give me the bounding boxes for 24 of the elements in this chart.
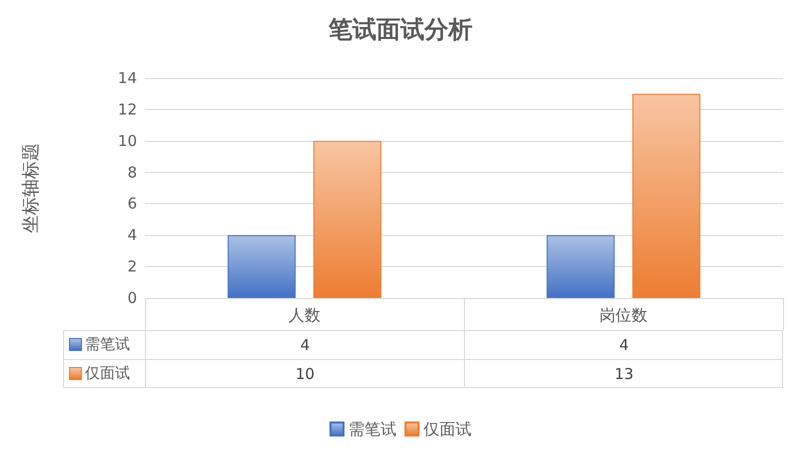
x-tick-label: 人数 <box>288 306 320 324</box>
data-label: 10 <box>145 359 464 388</box>
legend-label: 仅面试 <box>424 420 472 438</box>
y-tick-label: 10 <box>118 132 137 150</box>
chart-title: 笔试面试分析 <box>328 14 472 44</box>
bar <box>313 140 382 298</box>
text: 仅面试 <box>85 364 130 382</box>
y-tick-label: 4 <box>127 226 137 244</box>
y-tick-label: 12 <box>118 100 137 118</box>
y-tick-label: 8 <box>127 163 137 182</box>
y-tick-label: 0 <box>127 289 137 307</box>
data-label: 13 <box>464 359 783 388</box>
data-label: 4 <box>145 330 464 359</box>
bar <box>228 235 296 298</box>
y-tick-label: 2 <box>127 258 137 276</box>
y-tick-label: 14 <box>118 69 137 87</box>
y-tick-label: 6 <box>127 194 137 213</box>
bar <box>546 235 615 298</box>
legend-label: 需笔试 <box>85 335 130 354</box>
bar <box>632 94 700 298</box>
x-tick-label: 岗位数 <box>600 306 648 324</box>
text: 需笔试 <box>348 420 396 438</box>
y-axis-title: 坐标轴标题 <box>20 143 42 233</box>
data-label: 4 <box>464 330 783 359</box>
